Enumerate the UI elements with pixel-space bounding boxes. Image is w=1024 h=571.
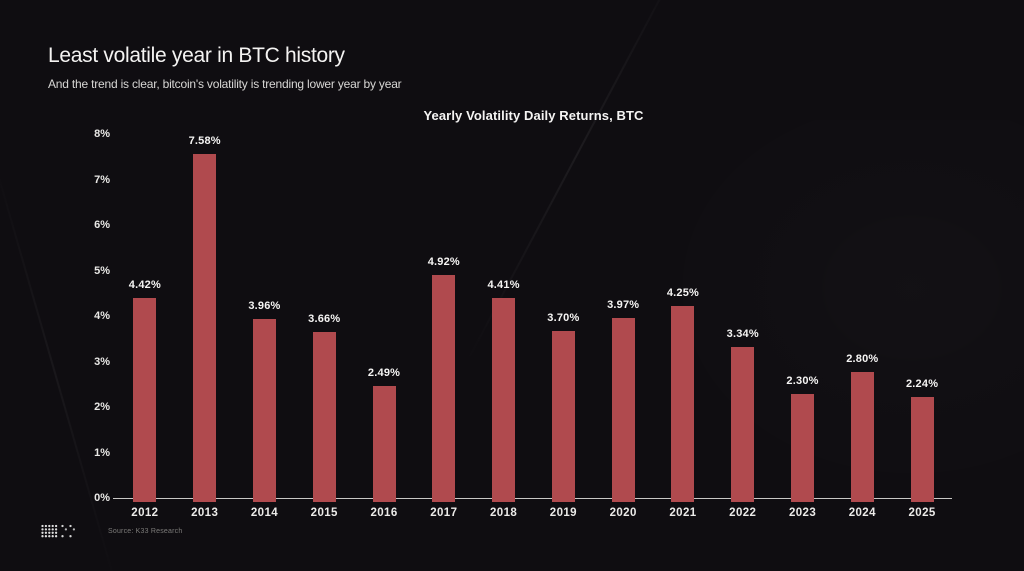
x-axis-tick-2025: 2025 <box>908 507 936 519</box>
x-axis-tick-2014: 2014 <box>250 507 279 519</box>
x-axis-tick-2019: 2019 <box>549 507 577 519</box>
source-text: Source: K33 Research <box>108 527 183 535</box>
header: Least volatile year in BTC history And t… <box>48 44 402 91</box>
bar-2013 <box>193 154 217 502</box>
x-axis-tick-2022: 2022 <box>729 507 757 519</box>
x-axis-tick-2021: 2021 <box>669 507 697 519</box>
y-axis-tick-3: 3% <box>94 355 110 368</box>
bar-2017 <box>432 275 456 502</box>
bar-2022 <box>731 347 755 502</box>
y-axis-tick-4: 4% <box>94 310 110 322</box>
bar-2012 <box>133 297 157 502</box>
chart-title: Yearly Volatility Daily Returns, BTC <box>423 108 644 123</box>
bar-2015 <box>312 332 336 502</box>
bar-2019 <box>551 330 575 502</box>
x-axis-tick-2020: 2020 <box>609 507 637 519</box>
bar-value-label-2018: 4.41% <box>487 279 520 292</box>
x-axis-tick-2015: 2015 <box>310 507 338 519</box>
bar-2020 <box>611 318 635 502</box>
bar-2021 <box>671 305 695 502</box>
bar-value-label-2021: 4.25% <box>666 286 700 299</box>
x-axis-tick-2012: 2012 <box>131 507 159 519</box>
bar-value-label-2016: 2.49% <box>367 366 401 379</box>
x-axis-tick-2013: 2013 <box>191 507 219 519</box>
bar-value-label-2012: 4.42% <box>128 278 161 291</box>
x-axis-tick-2017: 2017 <box>430 507 458 519</box>
y-axis-tick-0: 0% <box>94 492 110 504</box>
bar-value-label-2013: 7.58% <box>188 135 221 148</box>
bar-value-label-2014: 3.96% <box>248 299 281 312</box>
x-axis-tick-2018: 2018 <box>490 507 518 519</box>
page-subtitle: And the trend is clear, bitcoin's volati… <box>48 77 402 91</box>
x-axis-tick-2024: 2024 <box>848 507 876 519</box>
bar-2024 <box>850 371 874 502</box>
bar-value-label-2024: 2.80% <box>846 352 879 365</box>
bar-value-label-2025: 2.24% <box>905 378 939 391</box>
x-axis-tick-2023: 2023 <box>788 507 817 519</box>
y-axis-tick-6: 6% <box>94 219 110 231</box>
bar-2016 <box>372 385 396 502</box>
bar-value-label-2023: 2.30% <box>786 375 819 388</box>
bar-value-label-2015: 3.66% <box>308 313 341 326</box>
bar-value-label-2020: 3.97% <box>607 299 640 312</box>
bar-2023 <box>791 394 815 502</box>
bar-value-label-2017: 4.92% <box>427 256 460 269</box>
y-axis-tick-7: 7% <box>94 173 110 186</box>
y-axis-tick-1: 1% <box>94 446 110 459</box>
y-axis-tick-2: 2% <box>94 401 110 413</box>
bar-2025 <box>910 397 934 502</box>
bar-2014 <box>252 318 276 502</box>
y-axis-tick-5: 5% <box>94 264 110 277</box>
bar-2018 <box>492 298 516 502</box>
k33-dot-matrix-logo <box>41 524 76 538</box>
bar-value-label-2022: 3.34% <box>726 328 759 341</box>
x-axis-line <box>113 498 952 499</box>
bar-value-label-2019: 3.70% <box>547 311 580 324</box>
footer: Source: K33 Research <box>40 522 182 540</box>
x-axis-tick-2016: 2016 <box>370 507 398 519</box>
page-title: Least volatile year in BTC history <box>48 44 345 67</box>
y-axis-tick-8: 8% <box>94 128 110 140</box>
